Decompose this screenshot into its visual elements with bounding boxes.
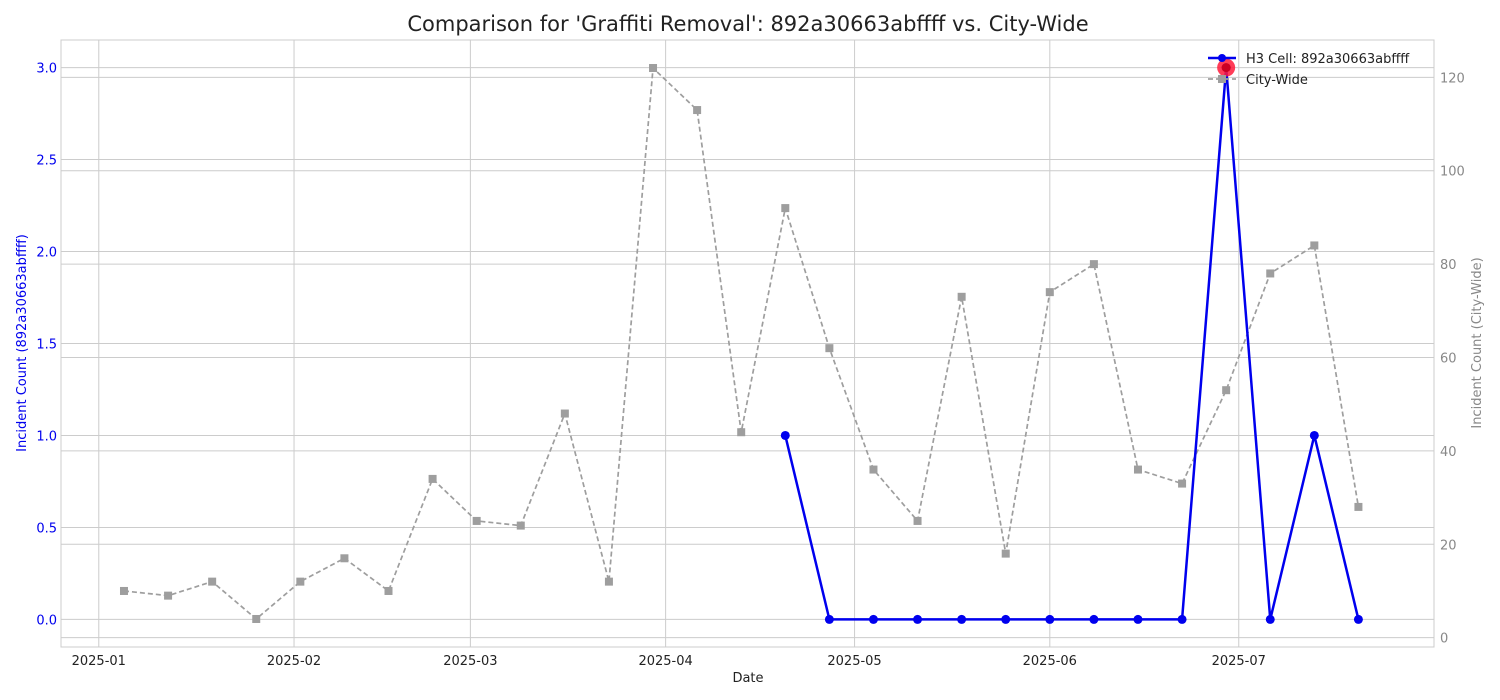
x-tick-label: 2025-01	[72, 654, 126, 669]
city-wide-point	[693, 106, 702, 115]
city-wide-point	[649, 64, 658, 73]
city-wide-point	[119, 586, 128, 595]
y-right-tick-label: 20	[1440, 538, 1457, 553]
y-left-tick-label: 0.0	[36, 613, 57, 628]
h3-cell-point	[957, 614, 967, 624]
city-wide-point	[1045, 288, 1054, 297]
x-tick-label: 2025-06	[1023, 654, 1077, 669]
chart-title: Comparison for 'Graffiti Removal': 892a3…	[407, 12, 1088, 36]
y-right-tick-label: 40	[1440, 445, 1457, 460]
y-left-tick-label: 2.0	[36, 246, 57, 261]
h3-cell-point	[1133, 614, 1143, 624]
legend-marker-h3-cell	[1218, 54, 1226, 62]
city-wide-point	[1001, 549, 1010, 558]
city-wide-point	[1133, 465, 1142, 474]
y-axis-left-label: Incident Count (892a30663abffff)	[15, 234, 30, 452]
x-tick-label: 2025-04	[638, 654, 692, 669]
y-right-tick-label: 0	[1440, 632, 1448, 647]
h3-cell-point	[913, 614, 923, 624]
h3-cell-point	[1045, 614, 1055, 624]
city-wide-point	[560, 409, 569, 418]
legend-label-city-wide: City-Wide	[1246, 73, 1308, 88]
y-axis-right-label: Incident Count (City-Wide)	[1470, 257, 1485, 428]
city-wide-point	[1178, 479, 1187, 488]
city-wide-point	[1354, 502, 1363, 511]
city-wide-point	[1089, 260, 1098, 269]
legend-marker-city-wide	[1218, 75, 1226, 83]
h3-cell-line	[784, 67, 1360, 621]
city-wide-point	[1266, 269, 1275, 278]
y-left-tick-label: 1.0	[36, 429, 57, 444]
h3-cell-point	[1089, 614, 1099, 624]
x-tick-label: 2025-03	[443, 654, 497, 669]
y-left-tick-label: 3.0	[36, 62, 57, 77]
x-tick-label: 2025-05	[827, 654, 881, 669]
series-city-wide	[119, 64, 1363, 623]
grid	[61, 40, 1434, 647]
city-wide-point	[296, 577, 305, 586]
legend-label-h3-cell: H3 Cell: 892a30663abffff	[1246, 52, 1410, 67]
city-wide-point	[825, 344, 834, 353]
x-tick-label: 2025-07	[1212, 654, 1266, 669]
city-wide-point	[428, 474, 437, 483]
city-wide-point	[604, 577, 613, 586]
city-wide-point	[164, 591, 173, 600]
y-axis-right-ticks: 0 20 40 60 80 100 120	[1440, 71, 1465, 646]
h3-cell-point	[1353, 614, 1363, 624]
city-wide-point	[252, 614, 261, 623]
y-axis-left-ticks: 0.0 0.5 1.0 1.5 2.0 2.5 3.0	[36, 62, 57, 629]
x-axis-label: Date	[732, 671, 763, 686]
h3-cell-point	[1177, 614, 1187, 624]
city-wide-point	[384, 586, 393, 595]
city-wide-point	[1222, 386, 1231, 395]
city-wide-point	[957, 292, 966, 301]
city-wide-point	[208, 577, 217, 586]
h3-cell-point	[1309, 430, 1319, 440]
x-tick-label: 2025-02	[267, 654, 321, 669]
y-left-tick-label: 1.5	[36, 338, 57, 353]
h3-cell-point	[1001, 614, 1011, 624]
series-layer	[119, 58, 1363, 624]
x-axis-ticks: 2025-01 2025-02 2025-03 2025-04 2025-05 2025-…	[72, 654, 1266, 669]
city-wide-point	[1310, 241, 1319, 250]
h3-cell-point	[780, 430, 790, 440]
h3-cell-point	[824, 614, 834, 624]
city-wide-point	[869, 465, 878, 474]
city-wide-point	[781, 204, 790, 213]
h3-cell-point	[1265, 614, 1275, 624]
city-wide-point	[472, 516, 481, 525]
h3-cell-point	[868, 614, 878, 624]
city-wide-point	[737, 428, 746, 437]
y-right-tick-label: 100	[1440, 165, 1465, 180]
anomaly-highlight-core	[1221, 63, 1231, 73]
y-left-tick-label: 0.5	[36, 521, 57, 536]
y-right-tick-label: 80	[1440, 258, 1457, 273]
y-left-tick-label: 2.5	[36, 154, 57, 169]
plot-area-frame	[60, 39, 1435, 648]
city-wide-point	[913, 516, 922, 525]
y-right-tick-label: 120	[1440, 71, 1465, 86]
city-wide-point	[516, 521, 525, 530]
y-right-tick-label: 60	[1440, 352, 1457, 367]
city-wide-point	[340, 554, 349, 563]
legend: H3 Cell: 892a30663abffff City-Wide	[1208, 52, 1410, 88]
